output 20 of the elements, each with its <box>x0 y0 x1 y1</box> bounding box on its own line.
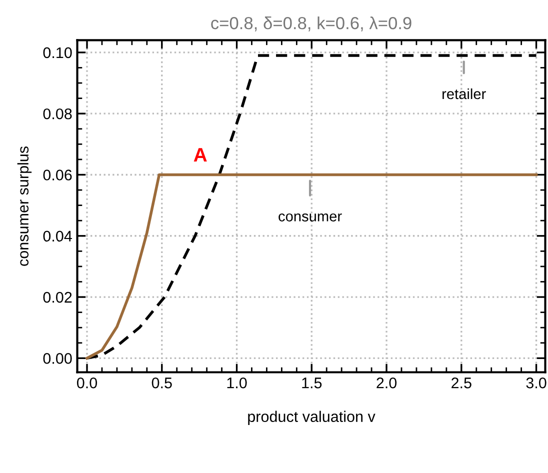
y-tick-label: 0.00 <box>43 353 72 364</box>
chart-title: c=0.8, δ=0.8, k=0.6, λ=0.9 <box>211 16 412 32</box>
annotation: A <box>194 148 207 162</box>
y-tick-label: 0.10 <box>43 47 72 58</box>
text: consumer <box>278 213 342 222</box>
x-axis-title: product valuation v <box>248 410 376 426</box>
y-axis-title: consumer surplus <box>17 146 32 266</box>
x-tick-label: 0.5 <box>152 378 172 388</box>
x-tick-label: 2.5 <box>452 378 472 388</box>
line-series <box>86 173 538 360</box>
x-tick-label: 3.0 <box>526 378 546 388</box>
y-tick-label: 0.06 <box>43 170 72 180</box>
x-tick-label: 1.5 <box>302 378 322 388</box>
text: retailer <box>442 88 486 100</box>
y-tick-label: 0.04 <box>43 230 72 242</box>
y-tick-label: 0.08 <box>43 108 72 120</box>
x-tick-label: 1.0 <box>227 378 247 388</box>
y-tick-label: 0.02 <box>43 292 72 303</box>
x-tick-label: 2.0 <box>376 378 397 388</box>
x-tick-label: 0.0 <box>76 378 98 388</box>
